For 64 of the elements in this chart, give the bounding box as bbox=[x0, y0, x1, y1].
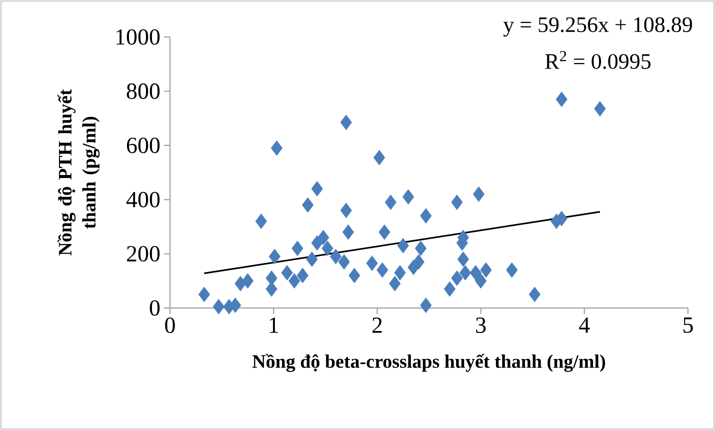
y-tick-label: 800 bbox=[126, 83, 160, 99]
x-tick-label: 1 bbox=[270, 318, 278, 333]
x-tick-label: 5 bbox=[684, 318, 693, 333]
point bbox=[394, 265, 406, 280]
point bbox=[255, 214, 267, 229]
point bbox=[528, 286, 540, 302]
point bbox=[376, 262, 388, 278]
point bbox=[420, 208, 432, 224]
point bbox=[322, 240, 334, 256]
point bbox=[397, 238, 409, 254]
y-tick-label: 400 bbox=[126, 192, 160, 208]
point bbox=[281, 265, 293, 280]
point bbox=[384, 194, 396, 210]
x-tick-label: 3 bbox=[476, 318, 486, 333]
point bbox=[340, 202, 352, 218]
point bbox=[366, 256, 378, 271]
point bbox=[451, 194, 463, 210]
point bbox=[373, 150, 386, 166]
point bbox=[340, 114, 352, 130]
x-tick-label: 0 bbox=[165, 318, 175, 334]
point bbox=[470, 265, 482, 280]
point bbox=[457, 252, 470, 267]
point bbox=[266, 270, 278, 286]
point bbox=[338, 254, 350, 270]
point bbox=[311, 181, 323, 196]
point bbox=[480, 262, 492, 278]
point bbox=[459, 265, 472, 280]
point bbox=[556, 92, 568, 108]
point bbox=[348, 268, 360, 284]
annotation: R$^{2}$ = 0.0995 bbox=[545, 50, 651, 70]
point bbox=[292, 240, 304, 256]
x-tick-label: 2 bbox=[372, 318, 382, 333]
point bbox=[451, 270, 463, 286]
point bbox=[342, 224, 354, 240]
point bbox=[212, 298, 225, 314]
text: y = 59.256x + 108.89 bbox=[503, 17, 692, 37]
point bbox=[302, 197, 314, 213]
point bbox=[444, 281, 456, 297]
point bbox=[378, 224, 390, 240]
point bbox=[402, 189, 414, 205]
point bbox=[388, 276, 401, 292]
point bbox=[472, 186, 485, 202]
point bbox=[330, 248, 342, 264]
point bbox=[594, 101, 606, 117]
x-axis-title: Nồng độ beta-crosslaps huyết thanh (ng/ml) bbox=[252, 354, 606, 372]
point bbox=[306, 252, 318, 267]
point bbox=[420, 298, 432, 313]
point bbox=[270, 140, 283, 156]
point bbox=[296, 268, 308, 284]
point bbox=[288, 273, 300, 289]
point bbox=[268, 248, 280, 264]
y-axis-title: Nồng độ PTH huyết thanh (pg/ml) bbox=[58, 89, 100, 256]
y-tick-label: 600 bbox=[126, 138, 160, 154]
y-tick-label: 200 bbox=[126, 246, 160, 262]
point bbox=[412, 254, 424, 270]
y-tick-label: 0 bbox=[150, 300, 160, 316]
y-tick-label: 1000 bbox=[116, 29, 160, 45]
point bbox=[242, 273, 254, 289]
point bbox=[414, 240, 427, 256]
x-tick-label: 4 bbox=[579, 318, 590, 333]
point bbox=[506, 262, 518, 278]
point bbox=[318, 230, 330, 246]
point bbox=[474, 273, 487, 289]
point bbox=[198, 286, 210, 302]
